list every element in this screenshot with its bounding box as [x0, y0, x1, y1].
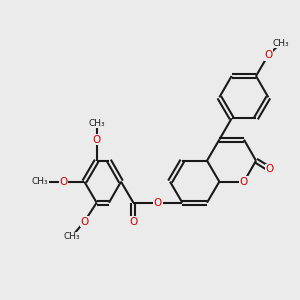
Text: O: O	[240, 177, 248, 187]
Text: O: O	[92, 135, 101, 145]
Text: CH₃: CH₃	[88, 119, 105, 128]
Text: O: O	[59, 177, 68, 187]
Text: O: O	[80, 217, 88, 227]
Text: CH₃: CH₃	[272, 39, 289, 48]
Text: O: O	[154, 198, 162, 208]
Text: O: O	[129, 217, 137, 227]
Text: O: O	[266, 164, 274, 174]
Text: CH₃: CH₃	[63, 232, 80, 241]
Text: O: O	[264, 50, 272, 60]
Text: CH₃: CH₃	[32, 177, 48, 186]
